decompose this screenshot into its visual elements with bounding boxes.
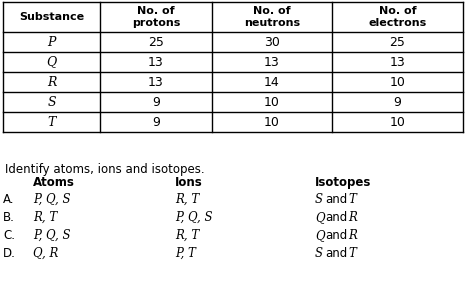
Text: P, Q, S: P, Q, S	[33, 229, 71, 242]
Text: 25: 25	[389, 36, 405, 49]
Text: 13: 13	[264, 56, 280, 68]
Text: S: S	[47, 96, 56, 109]
Text: A.: A.	[3, 193, 15, 206]
Text: Isotopes: Isotopes	[315, 176, 372, 189]
Text: Q, R: Q, R	[33, 247, 58, 260]
Text: Ions: Ions	[175, 176, 203, 189]
Text: R: R	[47, 75, 56, 89]
Text: 13: 13	[148, 56, 164, 68]
Text: P, Q, S: P, Q, S	[33, 193, 71, 206]
Text: R: R	[348, 229, 357, 242]
Text: No. of
neutrons: No. of neutrons	[244, 6, 300, 28]
Text: T: T	[348, 247, 356, 260]
Text: S: S	[315, 193, 323, 206]
Text: and: and	[325, 247, 347, 260]
Text: R: R	[348, 211, 357, 224]
Text: P, Q, S: P, Q, S	[175, 211, 212, 224]
Text: No. of
electrons: No. of electrons	[368, 6, 427, 28]
Text: D.: D.	[3, 247, 16, 260]
Text: 14: 14	[264, 75, 280, 89]
Text: Q: Q	[46, 56, 57, 68]
Text: and: and	[325, 193, 347, 206]
Text: R, T: R, T	[175, 193, 199, 206]
Text: P: P	[47, 36, 56, 49]
Text: Identify atoms, ions and isotopes.: Identify atoms, ions and isotopes.	[5, 163, 205, 176]
Text: 9: 9	[152, 96, 160, 109]
Text: T: T	[47, 115, 56, 128]
Text: and: and	[325, 211, 347, 224]
Text: T: T	[348, 193, 356, 206]
Text: 9: 9	[394, 96, 402, 109]
Text: C.: C.	[3, 229, 15, 242]
Text: 13: 13	[390, 56, 405, 68]
Text: 13: 13	[148, 75, 164, 89]
Text: and: and	[325, 229, 347, 242]
Text: R, T: R, T	[175, 229, 199, 242]
Text: 10: 10	[389, 115, 405, 128]
Text: 9: 9	[152, 115, 160, 128]
Text: Q: Q	[315, 211, 325, 224]
Text: 10: 10	[389, 75, 405, 89]
Text: B.: B.	[3, 211, 15, 224]
Text: Substance: Substance	[19, 12, 84, 22]
Text: 25: 25	[148, 36, 164, 49]
Text: 10: 10	[264, 115, 280, 128]
Text: Q: Q	[315, 229, 325, 242]
Text: No. of
protons: No. of protons	[132, 6, 180, 28]
Text: S: S	[315, 247, 323, 260]
Text: Atoms: Atoms	[33, 176, 75, 189]
Text: R, T: R, T	[33, 211, 57, 224]
Text: 30: 30	[264, 36, 280, 49]
Text: P, T: P, T	[175, 247, 196, 260]
Text: 10: 10	[264, 96, 280, 109]
